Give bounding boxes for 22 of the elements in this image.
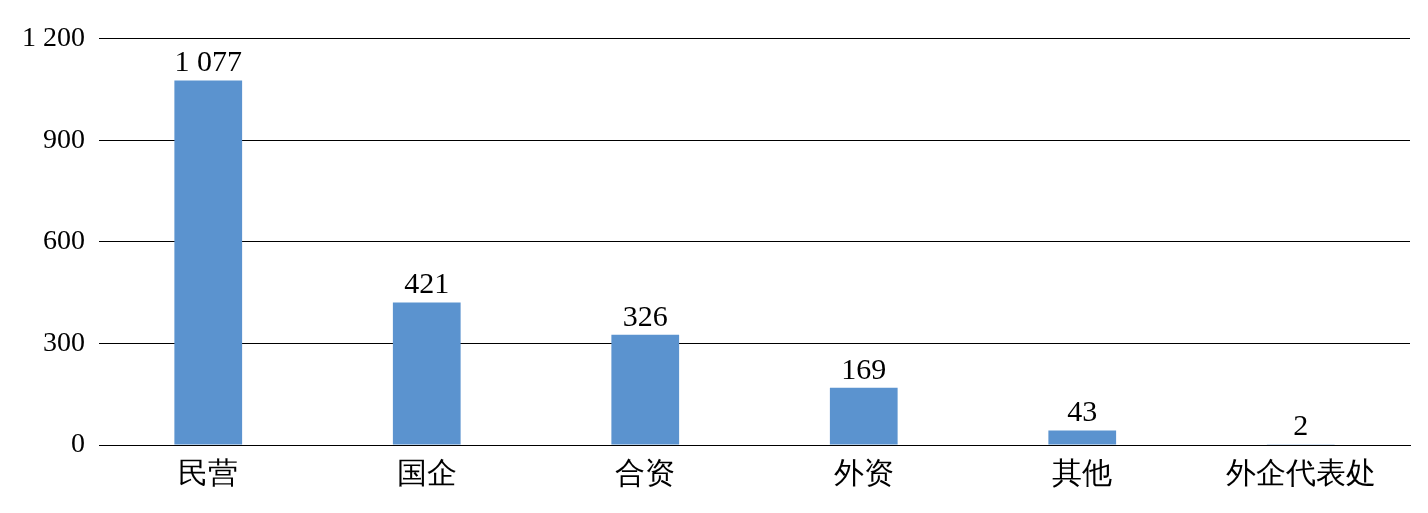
- y-tick-label: 600: [43, 224, 85, 256]
- bar: [392, 302, 461, 445]
- y-tick-label: 0: [71, 427, 85, 459]
- data-label: 326: [622, 298, 668, 332]
- data-label: 1 077: [174, 44, 242, 78]
- x-tick-label: 外资: [833, 455, 894, 489]
- y-tick-label: 300: [43, 325, 85, 357]
- bar: [174, 80, 243, 445]
- data-label: 421: [404, 266, 450, 300]
- y-tick-label: 900: [43, 122, 85, 154]
- y-tick-label: 1 200: [22, 21, 85, 53]
- x-tick-label: 国企: [396, 455, 457, 489]
- bar: [611, 334, 680, 445]
- bar: [1048, 430, 1117, 445]
- data-label: 2: [1293, 408, 1309, 442]
- x-tick-label: 外企代表处: [1225, 455, 1376, 489]
- x-tick-label: 其他: [1052, 455, 1113, 489]
- x-tick-label: 合资: [615, 455, 676, 489]
- data-label: 43: [1067, 394, 1098, 428]
- data-label: 169: [841, 351, 887, 385]
- bar: [829, 387, 898, 445]
- x-tick-label: 民营: [178, 455, 239, 489]
